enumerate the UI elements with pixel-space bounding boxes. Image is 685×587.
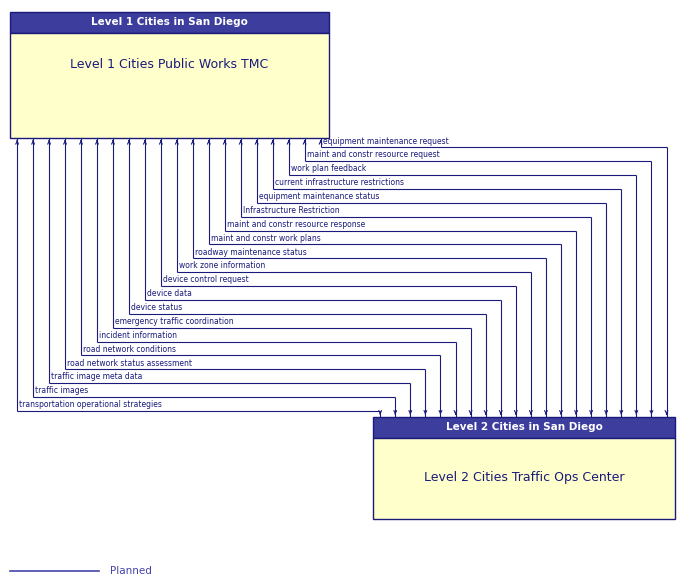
Text: maint and constr resource response: maint and constr resource response bbox=[227, 220, 365, 229]
Text: incident information: incident information bbox=[99, 331, 177, 340]
Text: traffic images: traffic images bbox=[35, 386, 88, 395]
Text: traffic image meta data: traffic image meta data bbox=[51, 372, 142, 382]
Text: Planned: Planned bbox=[110, 565, 151, 576]
Text: equipment maintenance request: equipment maintenance request bbox=[323, 137, 449, 146]
Text: work zone information: work zone information bbox=[179, 261, 265, 271]
Text: device control request: device control request bbox=[163, 275, 249, 284]
Text: device data: device data bbox=[147, 289, 192, 298]
Text: Infrastructure Restriction: Infrastructure Restriction bbox=[242, 206, 339, 215]
Text: current infrastructure restrictions: current infrastructure restrictions bbox=[275, 178, 403, 187]
Text: Level 2 Cities in San Diego: Level 2 Cities in San Diego bbox=[445, 422, 603, 433]
Text: maint and constr work plans: maint and constr work plans bbox=[211, 234, 321, 242]
Text: work plan feedback: work plan feedback bbox=[290, 164, 366, 173]
Text: maint and constr resource request: maint and constr resource request bbox=[307, 150, 439, 160]
Text: equipment maintenance status: equipment maintenance status bbox=[259, 192, 379, 201]
Text: emergency traffic coordination: emergency traffic coordination bbox=[115, 317, 234, 326]
Text: transportation operational strategies: transportation operational strategies bbox=[19, 400, 162, 409]
Text: device status: device status bbox=[131, 303, 182, 312]
Text: roadway maintenance status: roadway maintenance status bbox=[195, 248, 307, 257]
Text: Level 1 Cities in San Diego: Level 1 Cities in San Diego bbox=[91, 17, 248, 28]
Bar bbox=[373, 438, 675, 519]
Text: road network conditions: road network conditions bbox=[83, 345, 176, 353]
Text: road network status assessment: road network status assessment bbox=[67, 359, 192, 367]
Text: Level 1 Cities Public Works TMC: Level 1 Cities Public Works TMC bbox=[71, 58, 269, 71]
Bar bbox=[10, 12, 329, 33]
Bar bbox=[10, 33, 329, 138]
Text: Level 2 Cities Traffic Ops Center: Level 2 Cities Traffic Ops Center bbox=[424, 471, 624, 484]
Bar bbox=[373, 417, 675, 438]
